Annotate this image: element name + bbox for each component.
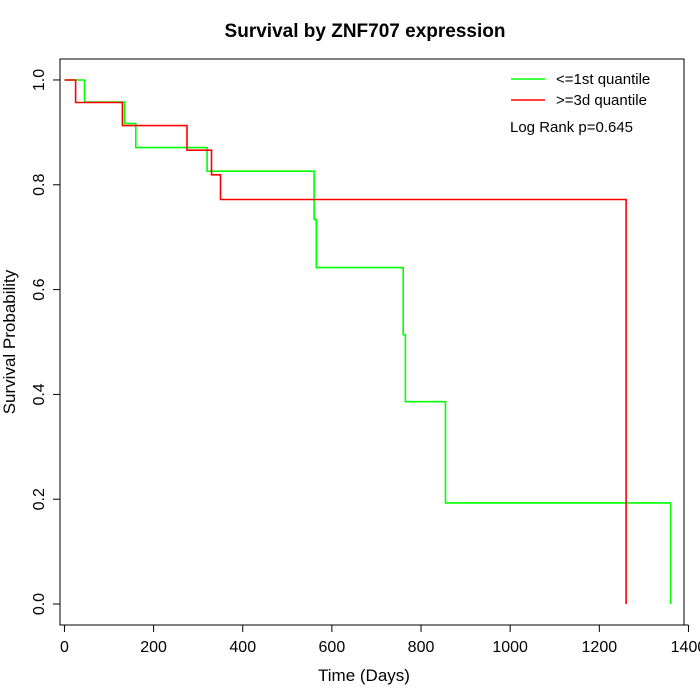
x-tick-label: 1000 [492, 639, 528, 656]
legend: <=1st quantile >=3d quantile [511, 71, 650, 109]
y-axis: 0.0 0.2 0.4 0.6 0.8 1.0 [31, 69, 61, 615]
x-tick-label: 1200 [582, 639, 618, 656]
legend-label: <=1st quantile [556, 71, 650, 88]
x-tick-label: 400 [229, 639, 256, 656]
survival-curve-2 [64, 79, 627, 604]
plot-frame [59, 58, 685, 626]
x-axis-label: Time (Days) [318, 666, 410, 685]
y-tick-label: 1.0 [31, 69, 48, 91]
x-tick-label: 600 [319, 639, 346, 656]
y-tick-label: 0.2 [31, 488, 48, 510]
y-tick-label: 0.4 [31, 383, 48, 405]
survival-curve-1 [64, 79, 672, 604]
y-tick-label: 0.8 [31, 174, 48, 196]
x-tick-label: 200 [140, 639, 167, 656]
x-tick-label: 800 [408, 639, 435, 656]
y-tick-label: 0.6 [31, 278, 48, 300]
legend-label: >=3d quantile [556, 92, 647, 109]
log-rank-annotation: Log Rank p=0.645 [510, 119, 633, 136]
y-axis-label: Survival Probability [0, 269, 19, 414]
chart-title: Survival by ZNF707 expression [225, 21, 506, 42]
y-tick-label: 0.0 [31, 593, 48, 615]
x-tick-label: 0 [60, 639, 69, 656]
series-layer [64, 79, 672, 604]
